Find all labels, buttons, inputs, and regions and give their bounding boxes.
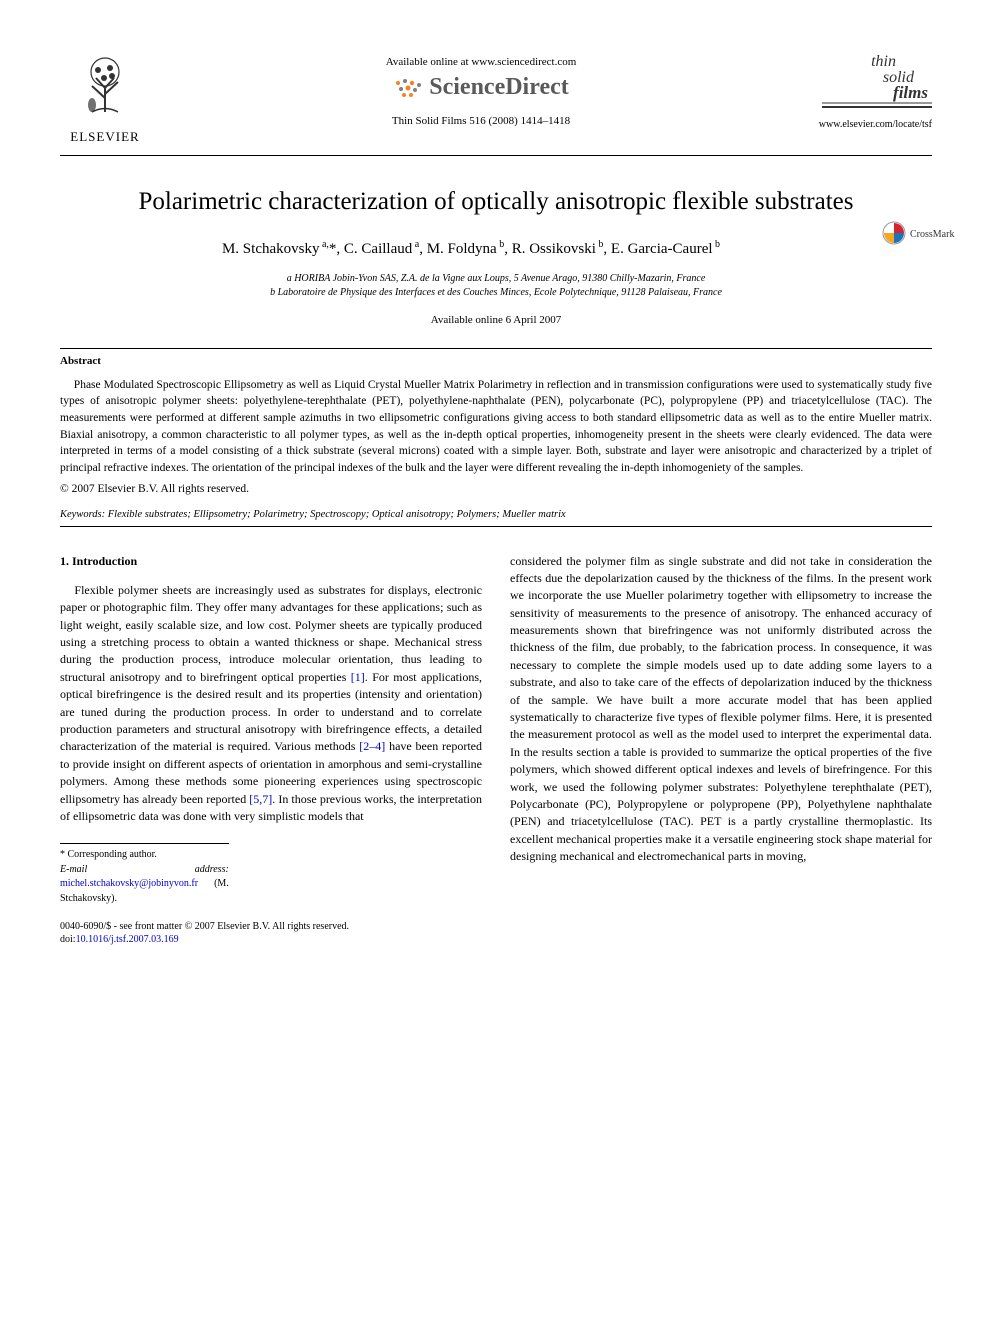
ref-link-2-4[interactable]: [2–4] bbox=[359, 739, 385, 753]
center-header: Available online at www.sciencedirect.co… bbox=[150, 50, 812, 133]
journal-logo-block: thin solid films www.elsevier.com/locate… bbox=[812, 50, 932, 130]
available-online-text: Available online at www.sciencedirect.co… bbox=[150, 56, 812, 68]
keywords-line: Keywords: Flexible substrates; Ellipsome… bbox=[60, 509, 932, 520]
issn-copyright-line: 0040-6090/$ - see front matter © 2007 El… bbox=[60, 920, 932, 933]
thin-solid-films-logo-icon: thin solid films bbox=[822, 50, 932, 110]
platform-logo: ScienceDirect bbox=[150, 74, 812, 101]
doi-link[interactable]: 10.1016/j.tsf.2007.03.169 bbox=[76, 934, 179, 945]
abstract-body: Phase Modulated Spectroscopic Ellipsomet… bbox=[60, 377, 932, 477]
header-divider bbox=[60, 155, 932, 156]
abstract-top-divider bbox=[60, 348, 932, 349]
author-email-link[interactable]: michel.stchakovsky@jobinyvon.fr bbox=[60, 878, 198, 889]
copyright-line: © 2007 Elsevier B.V. All rights reserved… bbox=[60, 483, 932, 495]
sciencedirect-dots-icon bbox=[393, 78, 423, 98]
platform-name: ScienceDirect bbox=[429, 74, 569, 100]
svg-text:films: films bbox=[893, 83, 928, 102]
author-list: M. Stchakovsky a,*, C. Caillaud a, M. Fo… bbox=[60, 239, 932, 258]
email-line: E-mail address: michel.stchakovsky@jobin… bbox=[60, 863, 229, 907]
doi-label: doi: bbox=[60, 934, 76, 945]
affiliation-b: b Laboratoire de Physique des Interfaces… bbox=[60, 286, 932, 300]
page-header: ELSEVIER Available online at www.science… bbox=[60, 50, 932, 145]
ref-link-5-7[interactable]: [5,7] bbox=[249, 792, 272, 806]
doi-line: doi:10.1016/j.tsf.2007.03.169 bbox=[60, 933, 932, 946]
affiliations: a HORIBA Jobin-Yvon SAS, Z.A. de la Vign… bbox=[60, 272, 932, 300]
intro-heading: 1. Introduction bbox=[60, 553, 482, 570]
publisher-name: ELSEVIER bbox=[60, 129, 150, 145]
intro-paragraph-right: considered the polymer film as single su… bbox=[510, 553, 932, 866]
keywords-text: Flexible substrates; Ellipsometry; Polar… bbox=[108, 509, 566, 520]
available-date: Available online 6 April 2007 bbox=[60, 314, 932, 326]
corresponding-label: * Corresponding author. bbox=[60, 848, 229, 863]
journal-url[interactable]: www.elsevier.com/locate/tsf bbox=[812, 119, 932, 130]
svg-text:CrossMark: CrossMark bbox=[910, 229, 954, 240]
article-title: Polarimetric characterization of optical… bbox=[60, 186, 932, 219]
corresponding-author-footnote: * Corresponding author. E-mail address: … bbox=[60, 843, 229, 906]
abstract-heading: Abstract bbox=[60, 355, 932, 367]
affiliation-a: a HORIBA Jobin-Yvon SAS, Z.A. de la Vign… bbox=[60, 272, 932, 286]
publisher-logo-block: ELSEVIER bbox=[60, 50, 150, 145]
right-column: considered the polymer film as single su… bbox=[510, 553, 932, 907]
crossmark-icon: CrossMark bbox=[882, 221, 962, 245]
ref-link-1[interactable]: [1] bbox=[351, 670, 365, 684]
main-two-column-body: 1. Introduction Flexible polymer sheets … bbox=[60, 553, 932, 907]
page-footer: 0040-6090/$ - see front matter © 2007 El… bbox=[60, 920, 932, 946]
abstract-bottom-divider bbox=[60, 526, 932, 527]
intro-text-1: Flexible polymer sheets are increasingly… bbox=[60, 583, 482, 684]
keywords-label: Keywords: bbox=[60, 509, 105, 520]
intro-paragraph-left: Flexible polymer sheets are increasingly… bbox=[60, 582, 482, 825]
left-column: 1. Introduction Flexible polymer sheets … bbox=[60, 553, 482, 907]
crossmark-badge[interactable]: CrossMark bbox=[882, 221, 962, 250]
journal-citation: Thin Solid Films 516 (2008) 1414–1418 bbox=[150, 115, 812, 127]
svg-text:thin: thin bbox=[871, 53, 896, 70]
elsevier-tree-icon bbox=[70, 50, 140, 120]
email-label: E-mail address: bbox=[60, 864, 229, 875]
